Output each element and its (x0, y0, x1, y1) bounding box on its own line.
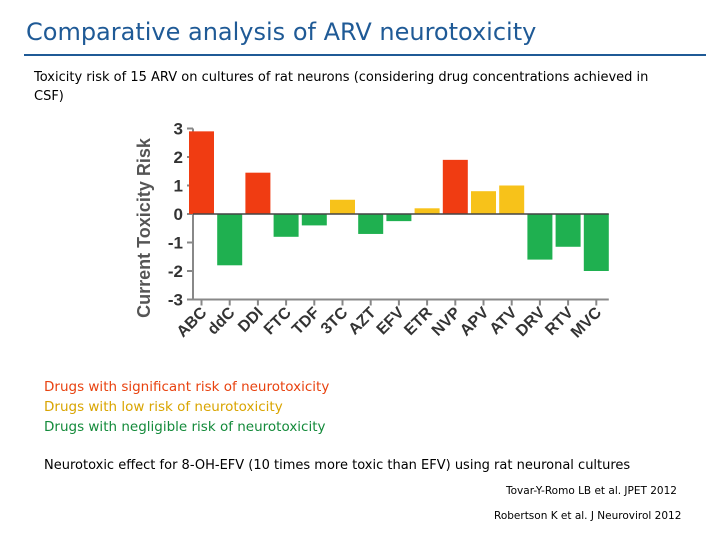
y-tick-label: -1 (168, 234, 183, 253)
y-tick-label: 3 (174, 120, 183, 139)
x-tick-label: ETR (401, 304, 436, 339)
page-title: Comparative analysis of ARV neurotoxicit… (26, 18, 537, 46)
bar-tdf (301, 214, 327, 226)
bar-efv (386, 214, 412, 222)
legend-significant: Drugs with significant risk of neurotoxi… (44, 379, 330, 395)
legend-negligible: Drugs with negligible risk of neurotoxic… (44, 419, 326, 435)
bar-azt (358, 214, 384, 234)
x-tick-label: NVP (429, 304, 465, 340)
x-tick-label: ABC (174, 304, 211, 341)
bar-3tc (330, 199, 355, 214)
x-tick-label: ATV (487, 304, 521, 338)
bar-apv (471, 191, 496, 214)
y-tick-label: -2 (168, 262, 183, 281)
x-tick-label: DDI (235, 304, 267, 336)
y-tick-label: 1 (174, 177, 183, 196)
x-tick-label: DRV (513, 304, 549, 340)
bar-abc (189, 131, 214, 214)
y-tick-label: -3 (168, 291, 183, 310)
x-tick-label: ddC (205, 304, 239, 338)
bar-atv (499, 185, 525, 214)
bar-ftc (273, 214, 299, 237)
x-tick-label: AZT (346, 304, 380, 338)
title-underline (24, 54, 706, 56)
bar-drv (527, 214, 553, 260)
y-axis-label: Current Toxicity Risk (134, 137, 154, 318)
bar-mvc (583, 214, 609, 271)
bar-etr (414, 208, 440, 214)
y-tick-label: 2 (174, 148, 183, 167)
bar-ddi (245, 172, 271, 214)
toxicity-bar-chart: Current Toxicity Risk 3 2 1 0 -1 -2 -3ABCddCDDI… (134, 120, 609, 341)
bar-rtv (555, 214, 581, 247)
legend-low: Drugs with low risk of neurotoxicity (44, 399, 283, 415)
legend: Drugs with significant risk of neurotoxi… (44, 377, 329, 437)
bar-ddc (217, 214, 243, 266)
chart-subtitle: Toxicity risk of 15 ARV on cultures of r… (34, 70, 649, 104)
x-tick-label: FTC (261, 304, 295, 338)
bar-nvp (442, 159, 468, 214)
x-tick-label: EFV (374, 304, 408, 338)
x-tick-label: TDF (289, 304, 323, 338)
neurotoxic-note: Neurotoxic effect for 8-OH-EFV (10 times… (44, 458, 631, 473)
y-tick-label: 0 (174, 205, 183, 224)
reference-2: Robertson K et al. J Neurovirol 2012 (494, 510, 682, 522)
x-tick-label: MVC (568, 304, 605, 341)
reference-1: Tovar-Y-Romo LB et al. JPET 2012 (506, 485, 677, 497)
x-tick-label: 3TC (318, 304, 352, 338)
x-tick-label: APV (457, 304, 493, 340)
